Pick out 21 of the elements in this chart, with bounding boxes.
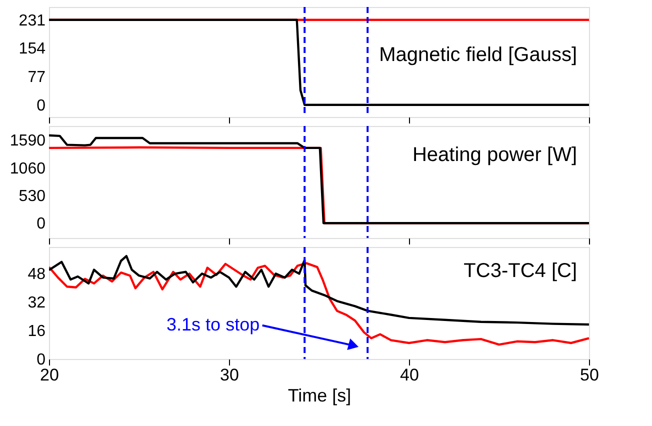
- y-tick-label: 0: [36, 97, 46, 114]
- text: TC3-TC4 [C]: [464, 260, 577, 282]
- y-tick-label: 1590: [10, 132, 46, 150]
- x-tick-label: 30: [220, 366, 239, 384]
- y-tick-label: 530: [18, 188, 46, 205]
- y-tick-label: 154: [18, 40, 46, 58]
- y-tick-label: 1060: [10, 160, 46, 178]
- y-tick-label: 48: [28, 266, 46, 284]
- y-tick-label: 16: [28, 323, 46, 340]
- x-axis-title: Time [s]: [288, 386, 352, 406]
- text: Magnetic field [Gauss]: [379, 44, 577, 66]
- y-tick-label: 0: [36, 352, 46, 368]
- x-tick-label: 20: [40, 366, 59, 384]
- x-tick-label: 40: [400, 366, 419, 384]
- annotation: 3.1s to stop: [166, 314, 260, 334]
- y-tick-label: 77: [28, 69, 46, 86]
- y-tick-label: 0: [36, 216, 46, 233]
- y-tick-label: 231: [18, 12, 46, 30]
- y-tick-label: 32: [28, 294, 46, 312]
- text: Heating power [W]: [412, 144, 577, 166]
- x-tick-label: 50: [580, 366, 599, 384]
